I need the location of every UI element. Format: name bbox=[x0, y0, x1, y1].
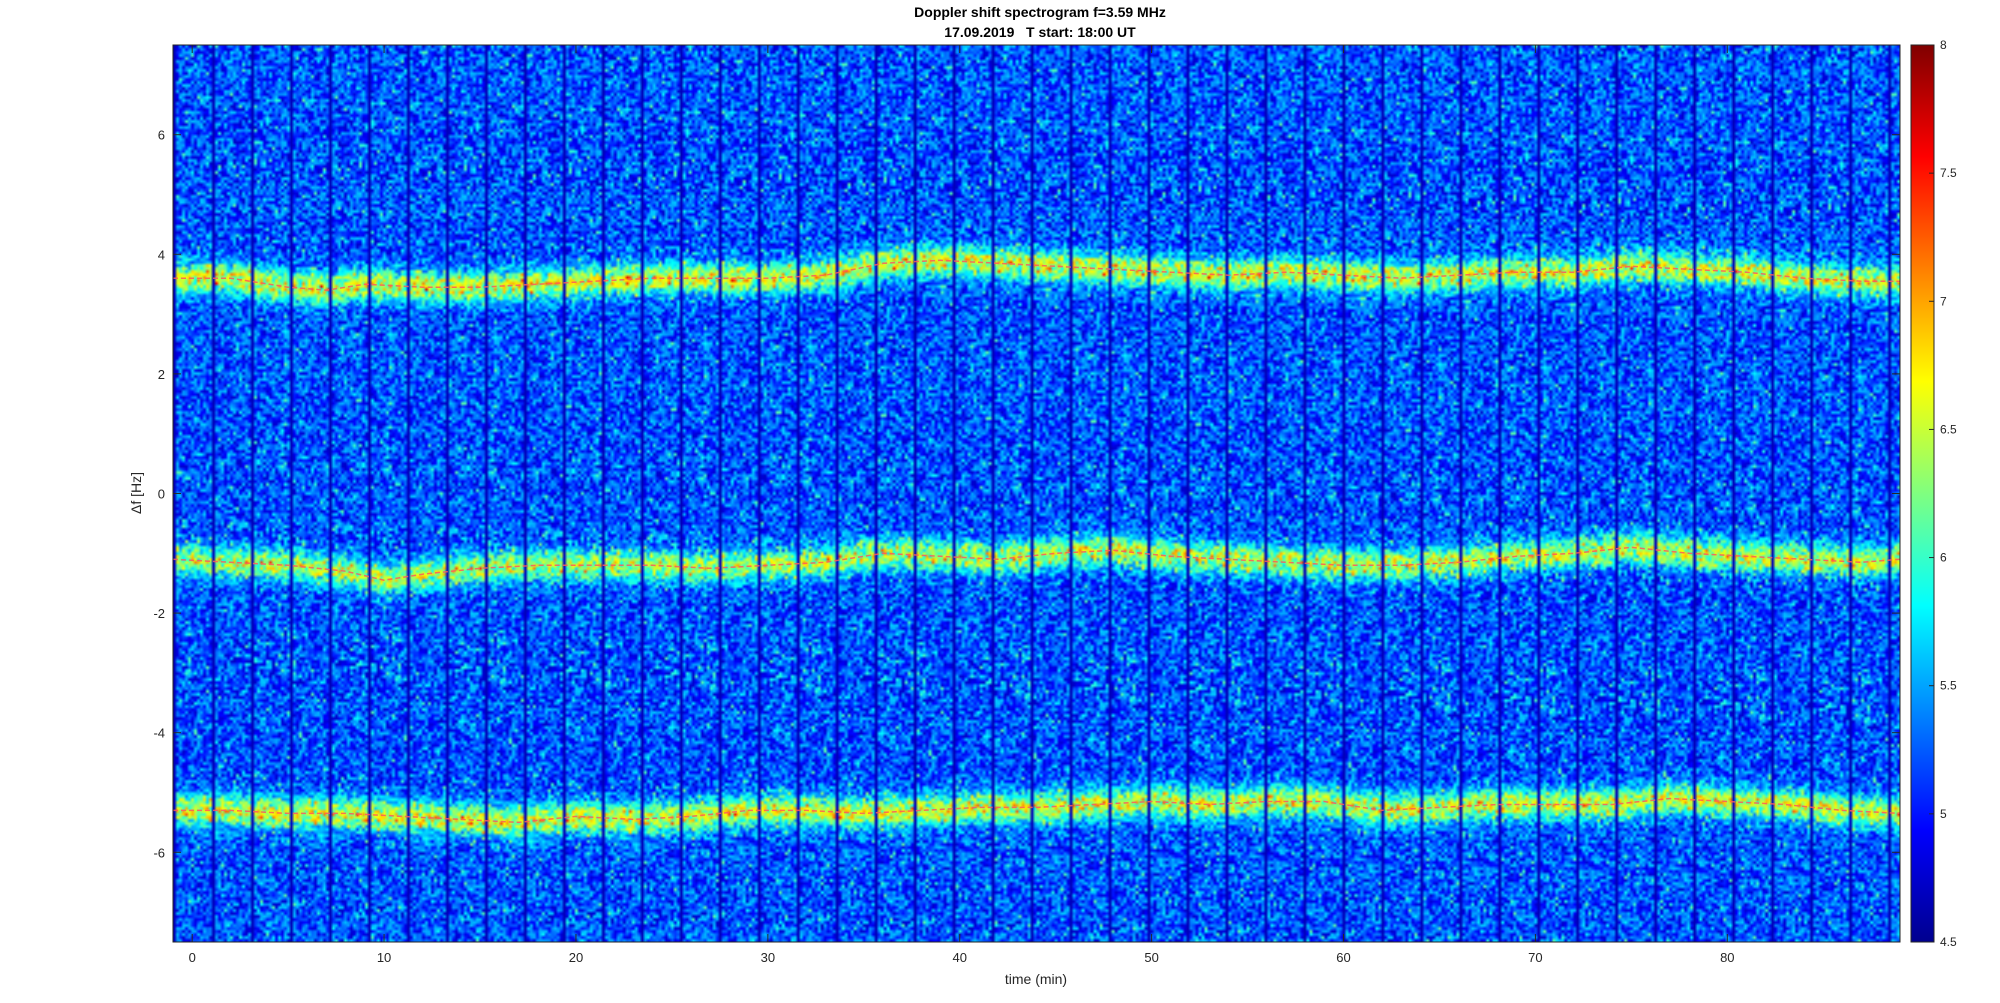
chart-subtitle: 17.09.2019 T start: 18:00 UT bbox=[944, 24, 1136, 40]
colorbar-tick-label: 5.5 bbox=[1940, 679, 1957, 693]
colorbar-tick-label: 8 bbox=[1940, 38, 1947, 52]
y-tick-label: -6 bbox=[153, 845, 165, 860]
x-tick-label: 20 bbox=[569, 950, 583, 965]
x-tick-label: 30 bbox=[761, 950, 775, 965]
chart-title: Doppler shift spectrogram f=3.59 MHz bbox=[914, 4, 1166, 20]
x-tick-label: 40 bbox=[953, 950, 967, 965]
x-tick-label: 70 bbox=[1528, 950, 1542, 965]
spectrogram-heatmap bbox=[173, 45, 1900, 942]
colorbar-tick-label: 5 bbox=[1940, 807, 1947, 821]
y-tick-label: -4 bbox=[153, 726, 165, 741]
y-tick-label: 6 bbox=[158, 128, 165, 143]
y-tick-label: 2 bbox=[158, 367, 165, 382]
x-tick-label: 0 bbox=[189, 950, 196, 965]
ridge-line-lower bbox=[173, 797, 1901, 824]
plot-area bbox=[172, 44, 1901, 943]
ridge-line-middle bbox=[172, 546, 1901, 581]
colorbar-gradient bbox=[1910, 44, 1935, 943]
x-axis-label: time (min) bbox=[1005, 971, 1067, 987]
colorbar: 4.5 5 5.5 6 6.5 7 7.5 8 bbox=[1910, 38, 1957, 949]
colorbar-tick-label: 4.5 bbox=[1940, 935, 1957, 949]
x-tick-label: 60 bbox=[1336, 950, 1350, 965]
colorbar-tick-label: 6.5 bbox=[1940, 422, 1957, 436]
x-tick-label: 50 bbox=[1144, 950, 1158, 965]
y-axis-label: Δf [Hz] bbox=[128, 472, 144, 514]
colorbar-tick-label: 7 bbox=[1940, 294, 1947, 308]
ridge-line-upper bbox=[173, 259, 1900, 291]
y-axis: -6 -4 -2 0 2 4 6 bbox=[153, 128, 1900, 860]
y-tick-label: 4 bbox=[158, 247, 165, 262]
colorbar-tick-label: 6 bbox=[1940, 551, 1947, 565]
x-axis: 0 10 20 30 40 50 60 70 80 bbox=[189, 45, 1735, 965]
colorbar-tick-label: 7.5 bbox=[1940, 166, 1957, 180]
x-tick-label: 80 bbox=[1720, 950, 1734, 965]
x-tick-label: 10 bbox=[377, 950, 391, 965]
y-tick-label: 0 bbox=[158, 487, 165, 502]
ridge-lines bbox=[172, 259, 1901, 824]
y-tick-label: -2 bbox=[153, 606, 165, 621]
colorbar-ticks: 4.5 5 5.5 6 6.5 7 7.5 8 bbox=[1929, 38, 1957, 949]
